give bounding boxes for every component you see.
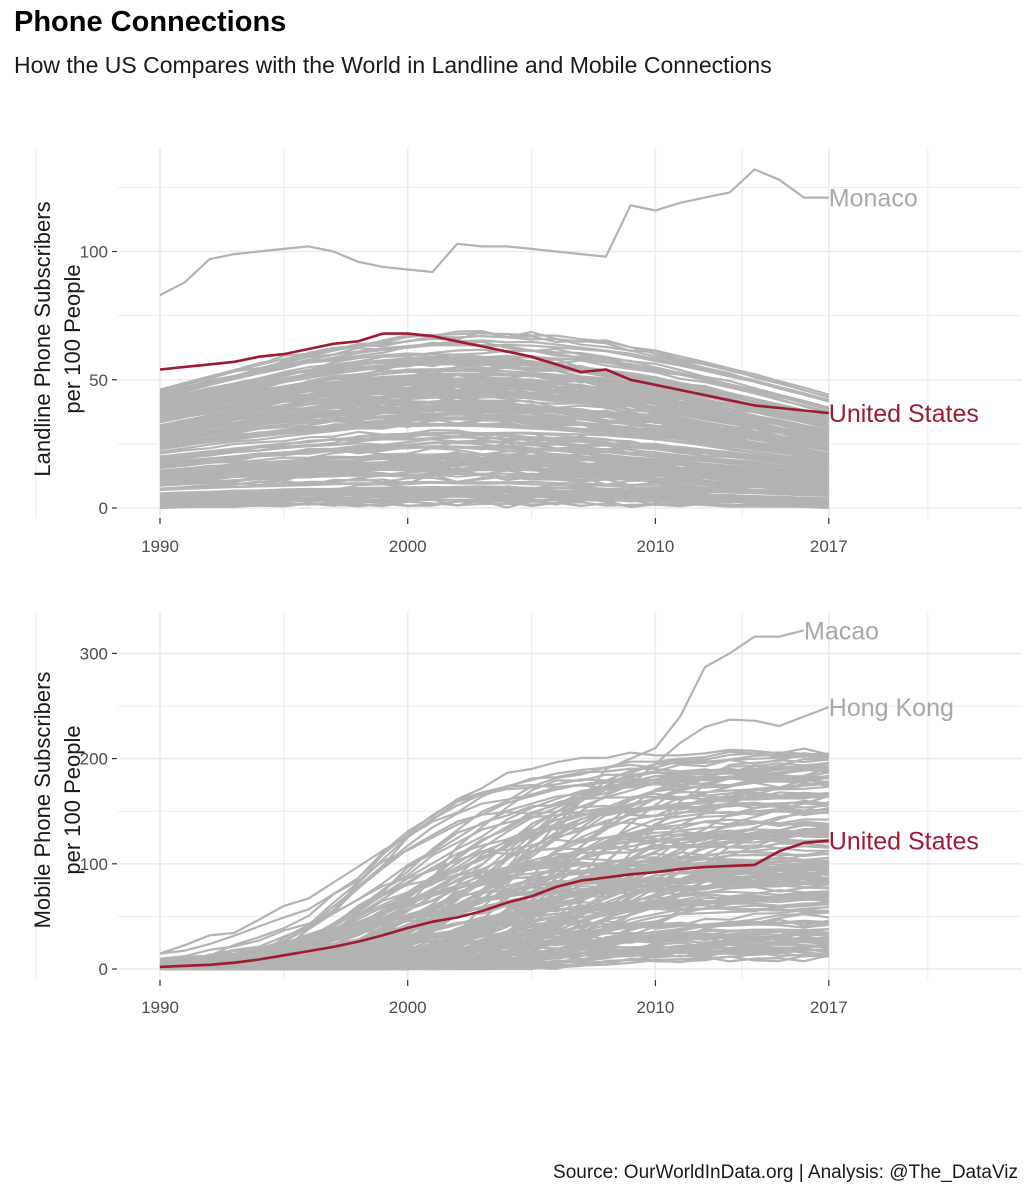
chart-title: Phone Connections <box>14 6 287 38</box>
country-line <box>159 407 829 450</box>
country-line <box>159 418 829 455</box>
background-country-lines <box>159 330 830 510</box>
country-line <box>159 837 829 966</box>
y-axis-title: Landline Phone Subscribers per 100 People <box>30 201 85 476</box>
country-line <box>159 762 829 966</box>
country-line <box>159 918 830 970</box>
country-line <box>159 481 829 496</box>
country-line <box>159 880 829 971</box>
y-tick-label: 0 <box>99 960 108 979</box>
series-line-macao <box>159 629 805 969</box>
series-line-hong-kong <box>159 706 830 967</box>
x-tick-label: 2017 <box>810 998 848 1017</box>
gridlines <box>35 612 1022 980</box>
series-label-united-states: United States <box>829 400 979 428</box>
y-axis-title: Mobile Phone Subscribers per 100 People <box>30 672 85 929</box>
landline-panel: 0 50 100 1990 2000 2010 2017 Landline Phone Sub… <box>30 148 1022 556</box>
country-line <box>159 441 829 473</box>
x-tick-label: 2000 <box>389 537 427 556</box>
country-line <box>159 459 829 483</box>
country-line <box>159 334 830 403</box>
country-line <box>159 440 829 470</box>
country-line <box>159 385 830 433</box>
mobile-panel: 0 100 200 300 1990 2000 2010 2017 Mobile Phone S… <box>30 612 1022 1017</box>
y-tick-label: 0 <box>99 499 108 518</box>
country-line <box>159 755 829 960</box>
country-line <box>160 758 829 967</box>
background-country-lines <box>159 747 830 971</box>
x-tick-label: 2010 <box>636 537 674 556</box>
country-line <box>159 423 829 460</box>
country-line <box>159 330 830 399</box>
country-line <box>159 391 830 447</box>
country-line <box>159 498 829 505</box>
series-line-monaco <box>159 168 829 297</box>
x-tick-label: 1990 <box>141 537 179 556</box>
country-line <box>159 353 830 411</box>
y-tick-label: 200 <box>80 750 108 769</box>
x-tick-label: 2017 <box>810 537 848 556</box>
country-line <box>159 429 829 471</box>
country-line <box>159 488 829 502</box>
y-tick-label: 100 <box>80 855 108 874</box>
country-line <box>159 747 830 963</box>
country-line <box>159 402 829 448</box>
country-line <box>159 344 830 409</box>
country-line <box>159 776 829 966</box>
y-tick-label: 300 <box>80 644 108 663</box>
country-line <box>159 500 829 509</box>
country-line <box>159 365 830 427</box>
country-line <box>159 781 829 968</box>
country-line <box>159 450 829 478</box>
x-tick-label: 2000 <box>389 998 427 1017</box>
country-line <box>159 380 830 438</box>
source-caption: Source: OurWorldInData.org | Analysis: @… <box>553 1162 1018 1183</box>
country-line <box>159 488 829 503</box>
x-tick-label: 1990 <box>141 998 179 1017</box>
series-line-united-states <box>159 839 829 969</box>
series-label-monaco: Monaco <box>829 185 918 213</box>
series-label-united-states: United States <box>829 828 979 856</box>
chart-subtitle: How the US Compares with the World in La… <box>14 52 772 78</box>
series-label-macao: Macao <box>804 617 879 645</box>
y-tick-label: 100 <box>80 243 108 262</box>
country-line <box>159 476 829 496</box>
country-line <box>159 434 829 471</box>
y-tick-label: 50 <box>89 371 108 390</box>
series-label-hong-kong: Hong Kong <box>829 694 954 722</box>
x-tick-label: 2010 <box>636 998 674 1017</box>
country-line <box>159 469 829 491</box>
country-line <box>159 877 829 971</box>
country-line <box>159 465 829 489</box>
country-line <box>159 485 829 497</box>
country-line <box>159 393 830 441</box>
series-line-united-states <box>159 332 829 415</box>
